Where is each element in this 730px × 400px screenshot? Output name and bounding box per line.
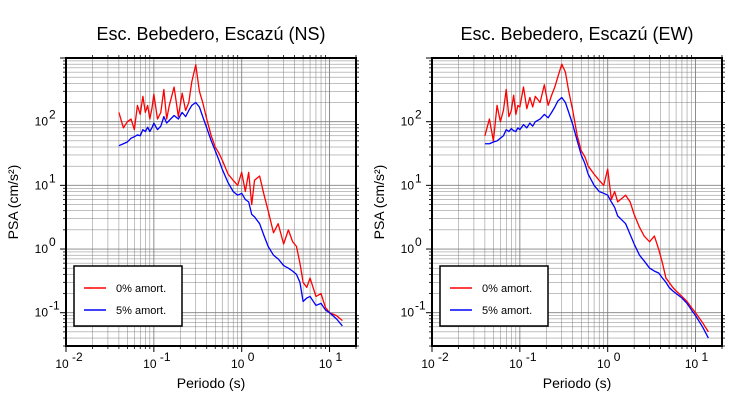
chart-2-legend-label-blue: 5% amort. — [482, 305, 532, 317]
chart-1-y-tick-label: 10 — [35, 242, 49, 256]
chart-1-x-tick-label: 10 — [319, 357, 333, 371]
chart-2-y-tick-label: 10 — [401, 115, 415, 129]
chart-2-legend: 0% amort. 5% amort. — [439, 265, 549, 327]
chart-1-x-axis-label: Periodo (s) — [177, 375, 245, 391]
chart-2-frame — [431, 57, 723, 347]
chart-1-legend-label-red: 0% amort. — [116, 283, 166, 295]
chart-1-series-red-line — [118, 64, 343, 322]
chart-1-y-tick-label: 10 — [35, 178, 49, 192]
chart-1-x-tick-exponent: -2 — [72, 350, 83, 364]
chart-2-y-tick-exponent: 0 — [415, 235, 422, 249]
chart-1-series-blue-line — [118, 101, 343, 327]
chart-2-series-blue-line — [484, 96, 709, 339]
chart-2-y-tick-label: 10 — [401, 306, 415, 320]
chart-1-legend-label-blue: 5% amort. — [116, 305, 166, 317]
chart-2-y-tick-label: 10 — [401, 178, 415, 192]
chart-1-legend: 0% amort. 5% amort. — [73, 265, 183, 327]
chart-2-y-tick-exponent: -1 — [415, 299, 426, 313]
chart-1-frame — [65, 57, 357, 347]
chart-2-y-tick-exponent: 1 — [415, 171, 422, 185]
chart-2-legend-box — [439, 265, 549, 327]
chart-1-x-tick-exponent: -1 — [160, 350, 171, 364]
chart-2-x-tick-exponent: 1 — [702, 350, 709, 364]
chart-2-x-tick-label: 10 — [685, 357, 699, 371]
chart-2-y-tick-label: 10 — [401, 242, 415, 256]
chart-2-series-red-line — [484, 63, 709, 333]
chart-2-x-tick-label: 10 — [597, 357, 611, 371]
chart-1-y-tick-exponent: 1 — [49, 171, 56, 185]
chart-2-legend-label-red: 0% amort. — [482, 283, 532, 295]
chart-2-y-axis-label: PSA (cm/s²) — [371, 165, 387, 240]
chart-2-x-tick-label: 10 — [509, 357, 523, 371]
chart-1-y-tick-exponent: 2 — [49, 108, 56, 122]
chart-2-x-tick-exponent: -1 — [526, 350, 537, 364]
chart-2-title: Esc. Bebedero, Escazú (EW) — [460, 24, 693, 44]
chart-1-y-tick-exponent: 0 — [49, 235, 56, 249]
chart-1-x-tick-label: 10 — [55, 357, 69, 371]
chart-1-x-tick-exponent: 0 — [248, 350, 255, 364]
chart-1-y-axis-label: PSA (cm/s²) — [5, 165, 21, 240]
chart-2-x-axis-label: Periodo (s) — [543, 375, 611, 391]
chart-1-x-tick-exponent: 1 — [336, 350, 343, 364]
chart-1-y-tick-label: 10 — [35, 115, 49, 129]
chart-2-y-tick-exponent: 2 — [415, 108, 422, 122]
chart-1-y-tick-label: 10 — [35, 306, 49, 320]
chart-1-x-tick-label: 10 — [143, 357, 157, 371]
chart-2-x-tick-label: 10 — [421, 357, 435, 371]
chart-1-y-tick-exponent: -1 — [49, 299, 60, 313]
chart-1-title: Esc. Bebedero, Escazú (NS) — [96, 24, 325, 44]
chart-1-x-tick-label: 10 — [231, 357, 245, 371]
chart-2-x-tick-exponent: 0 — [614, 350, 621, 364]
chart-1-legend-box — [73, 265, 183, 327]
chart-2-x-tick-exponent: -2 — [438, 350, 449, 364]
